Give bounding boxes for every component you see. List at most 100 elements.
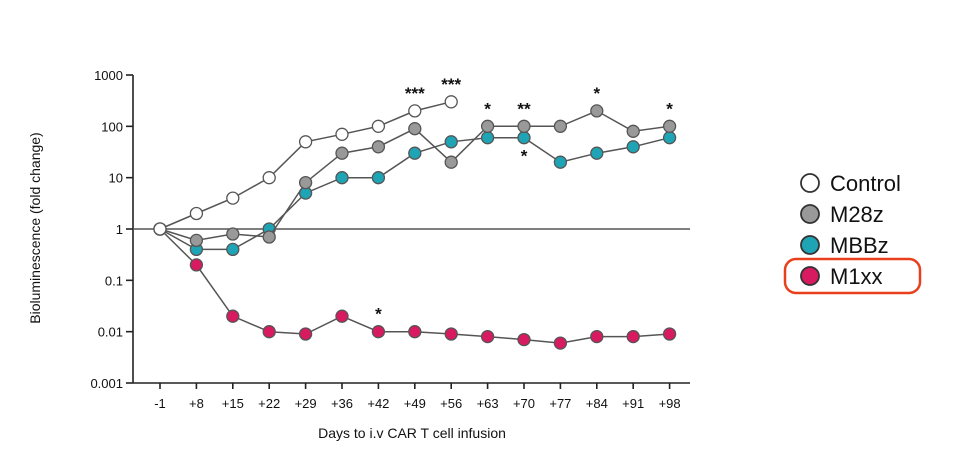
data-point [226,191,240,205]
data-point [408,122,422,136]
series-m1xx [153,222,677,350]
x-tick-label: +29 [295,396,317,411]
y-tick-label: 0.001 [90,376,123,391]
data-point [226,309,240,323]
data-point [444,155,458,169]
data-point [262,171,276,185]
data-point [553,119,568,133]
data-point [408,146,422,160]
data-point [262,325,276,339]
data-point [298,135,313,149]
x-tick-label: +15 [222,396,244,411]
data-point [298,327,313,341]
data-point [371,119,386,133]
data-point [590,104,604,118]
data-point [626,140,640,154]
x-tick-label: +91 [622,396,644,411]
series-layer [153,95,677,350]
y-ticks: 0.001 0.01 0.1 1 10 100 1000 [90,68,133,391]
data-point [226,242,240,257]
data-point [335,127,349,141]
significance-annotations: **** **** ***** [375,75,673,324]
legend-label: M1xx [830,264,883,289]
data-point [517,119,531,133]
data-point [590,146,604,160]
legend-item-m1xx: M1xx [783,257,922,295]
data-point [553,336,568,350]
data-point [662,119,677,133]
legend-highlight-box [783,257,922,295]
data-point [371,171,386,185]
data-point [153,222,167,236]
data-point [480,119,495,133]
x-tick-label: +98 [659,396,681,411]
y-tick-label: 100 [101,119,123,134]
data-point [371,140,386,154]
y-tick-label: 10 [109,171,123,186]
data-point [662,131,677,145]
data-point [444,327,458,341]
data-point [480,131,495,145]
data-point [517,131,531,145]
data-point [408,325,422,339]
data-point [335,146,349,160]
significance-marker: * [484,99,491,118]
x-tick-label: +70 [513,396,535,411]
data-point [590,329,604,344]
data-point [335,171,349,185]
x-tick-label: +56 [440,396,462,411]
legend-marker [800,173,820,193]
y-tick-label: 0.01 [98,325,123,340]
series-m28z [153,104,677,248]
x-tick-label: +49 [404,396,426,411]
legend-marker [800,235,820,255]
x-tick-label: +8 [189,396,204,411]
data-point [517,332,531,347]
significance-marker: * [521,147,528,166]
legend-label: M28z [830,202,884,227]
y-tick-label: 0.1 [105,273,123,288]
y-tick-label: 1000 [94,68,123,83]
data-point [480,329,495,344]
x-tick-label: +22 [258,396,280,411]
data-point [408,104,422,118]
y-axis-title: Bioluminescence (fold change) [27,132,43,323]
significance-marker: ** [517,99,531,118]
data-point [371,325,386,339]
legend-item-mbbz: MBBz [800,233,889,258]
data-point [335,309,349,323]
data-point [262,230,276,244]
data-point [626,124,640,138]
data-point [444,95,458,109]
x-tick-label: +42 [367,396,389,411]
data-point [189,206,204,221]
data-point [189,233,204,248]
series-control [153,95,458,236]
data-point [662,327,677,341]
plot-area: 0.001 0.01 0.1 1 10 100 1000 -1 +8 +15 +22 +29 +36 +… [90,68,690,411]
x-tick-label: -1 [154,396,166,411]
legend-label: MBBz [830,233,889,258]
significance-marker: *** [441,75,461,94]
legend-marker [800,266,820,286]
data-point [189,258,204,272]
legend-label: Control [830,171,901,196]
y-tick-label: 1 [116,222,123,237]
data-point [553,155,568,169]
significance-marker: * [666,99,673,118]
significance-marker: * [593,84,600,103]
x-tick-label: +84 [586,396,608,411]
significance-marker: * [375,305,382,324]
legend: Control M28z MBBz M1xx [783,171,922,295]
legend-item-control: Control [800,171,901,196]
legend-item-m28z: M28z [800,202,884,227]
x-tick-label: +77 [549,396,571,411]
x-tick-label: +36 [331,396,353,411]
legend-marker [800,204,820,224]
series-line [159,101,452,230]
data-point [298,175,313,190]
data-point [626,329,640,344]
x-tick-label: +63 [477,396,499,411]
data-point [444,135,458,149]
